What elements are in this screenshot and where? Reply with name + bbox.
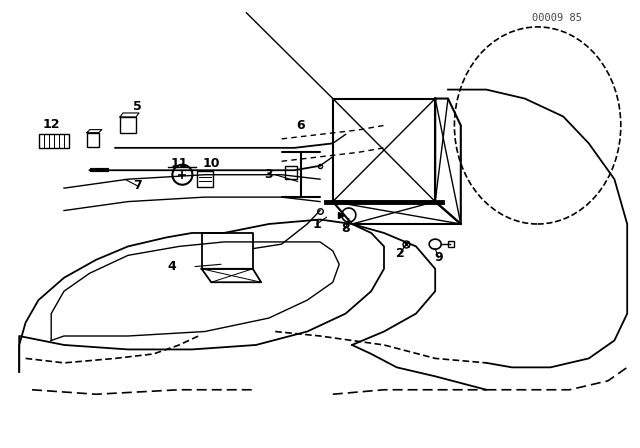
Text: 1: 1 xyxy=(312,217,321,231)
Text: 9: 9 xyxy=(434,251,443,264)
Bar xyxy=(120,117,136,133)
Text: 2: 2 xyxy=(396,246,404,260)
Text: 6: 6 xyxy=(296,119,305,132)
Text: 11: 11 xyxy=(170,157,188,170)
Text: 4: 4 xyxy=(167,260,176,273)
Text: 12: 12 xyxy=(42,118,60,131)
Text: 10: 10 xyxy=(202,157,220,170)
Bar xyxy=(285,166,297,179)
Bar xyxy=(197,171,212,187)
Bar xyxy=(87,133,99,146)
Text: 5: 5 xyxy=(133,99,142,113)
Text: 7: 7 xyxy=(133,179,142,193)
Text: 8: 8 xyxy=(341,222,350,235)
Text: 3: 3 xyxy=(264,168,273,181)
Bar xyxy=(40,134,69,148)
Text: 00009 85: 00009 85 xyxy=(532,13,582,23)
